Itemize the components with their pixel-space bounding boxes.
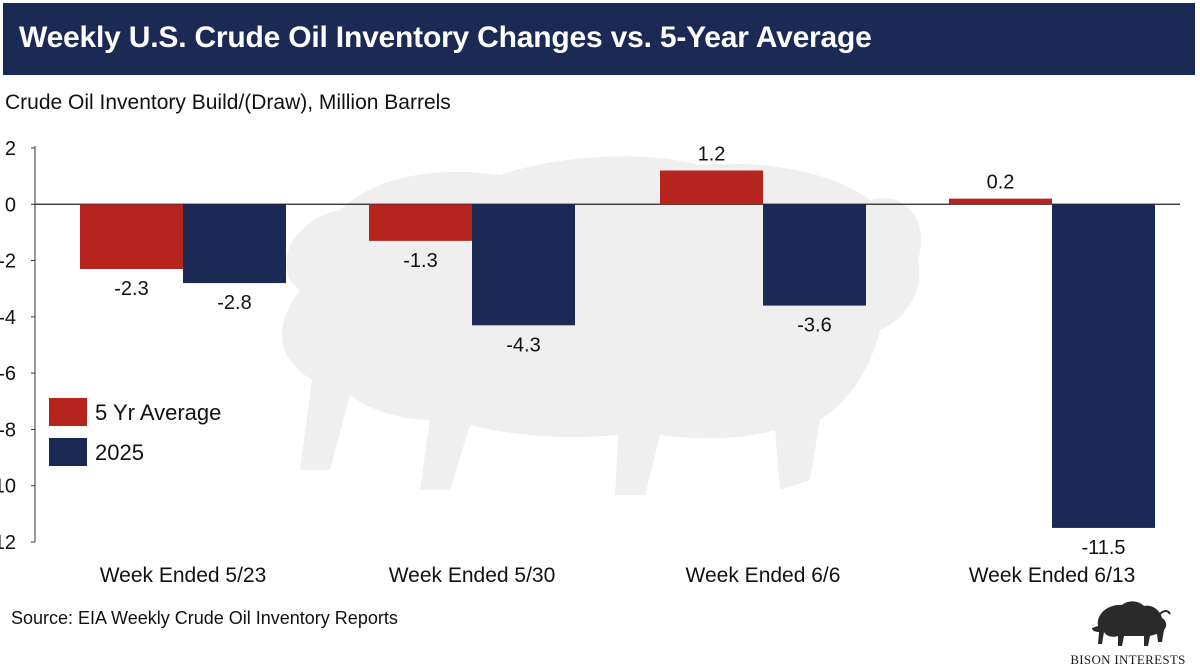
category-label: Week Ended 5/30 [389, 564, 556, 587]
chart-subtitle: Crude Oil Inventory Build/(Draw), Millio… [5, 91, 451, 114]
bar-5yr-average [949, 198, 1052, 205]
logo-text: BISON INTERESTS [1070, 652, 1186, 667]
bar-5yr-average [369, 204, 472, 241]
y-tick-label: -10 [0, 476, 16, 498]
category-label: Week Ended 6/13 [969, 564, 1136, 587]
bar-2025 [472, 204, 575, 326]
chart-title: Weekly U.S. Crude Oil Inventory Changes … [19, 21, 872, 54]
bison-icon [1092, 601, 1171, 646]
bar-value-label: -2.3 [114, 278, 148, 300]
bar-2025 [1052, 204, 1155, 528]
bar-value-label: 1.2 [698, 144, 726, 166]
bar-value-label: -1.3 [403, 250, 437, 272]
bison-watermark-icon [282, 156, 922, 496]
logo: BISON INTERESTS [1058, 596, 1198, 670]
legend-swatch [49, 438, 87, 466]
y-tick-label: 0 [5, 194, 16, 216]
bar-value-label: -2.8 [217, 292, 251, 314]
legend-swatch [49, 398, 87, 426]
bar-value-label: -11.5 [1081, 537, 1125, 559]
bar-2025 [183, 204, 286, 284]
bar-2025 [763, 204, 866, 306]
bar-value-label: 0.2 [987, 172, 1015, 194]
legend-label: 5 Yr Average [95, 400, 221, 425]
y-tick-label: 2 [5, 138, 16, 160]
y-tick-label: -8 [0, 419, 16, 441]
title-bar: Weekly U.S. Crude Oil Inventory Changes … [3, 3, 1195, 75]
bar-value-label: -4.3 [506, 334, 540, 356]
y-tick-label: -2 [0, 251, 16, 273]
category-label: Week Ended 5/23 [100, 564, 267, 587]
bar-5yr-average [660, 170, 763, 205]
y-tick-label: -4 [0, 307, 16, 329]
bar-5yr-average [80, 204, 183, 270]
bar-value-label: -3.6 [797, 315, 831, 337]
source-note: Source: EIA Weekly Crude Oil Inventory R… [11, 608, 398, 628]
category-label: Week Ended 6/6 [686, 564, 841, 587]
y-tick-label: -12 [0, 532, 16, 554]
y-tick-label: -6 [0, 363, 16, 385]
legend-label: 2025 [95, 440, 144, 465]
bar-chart: 2 0 -2 -4 -6 -8 -10 -12 -2.3 -2.8 Week Ended 5/23 -… [0, 138, 1180, 587]
